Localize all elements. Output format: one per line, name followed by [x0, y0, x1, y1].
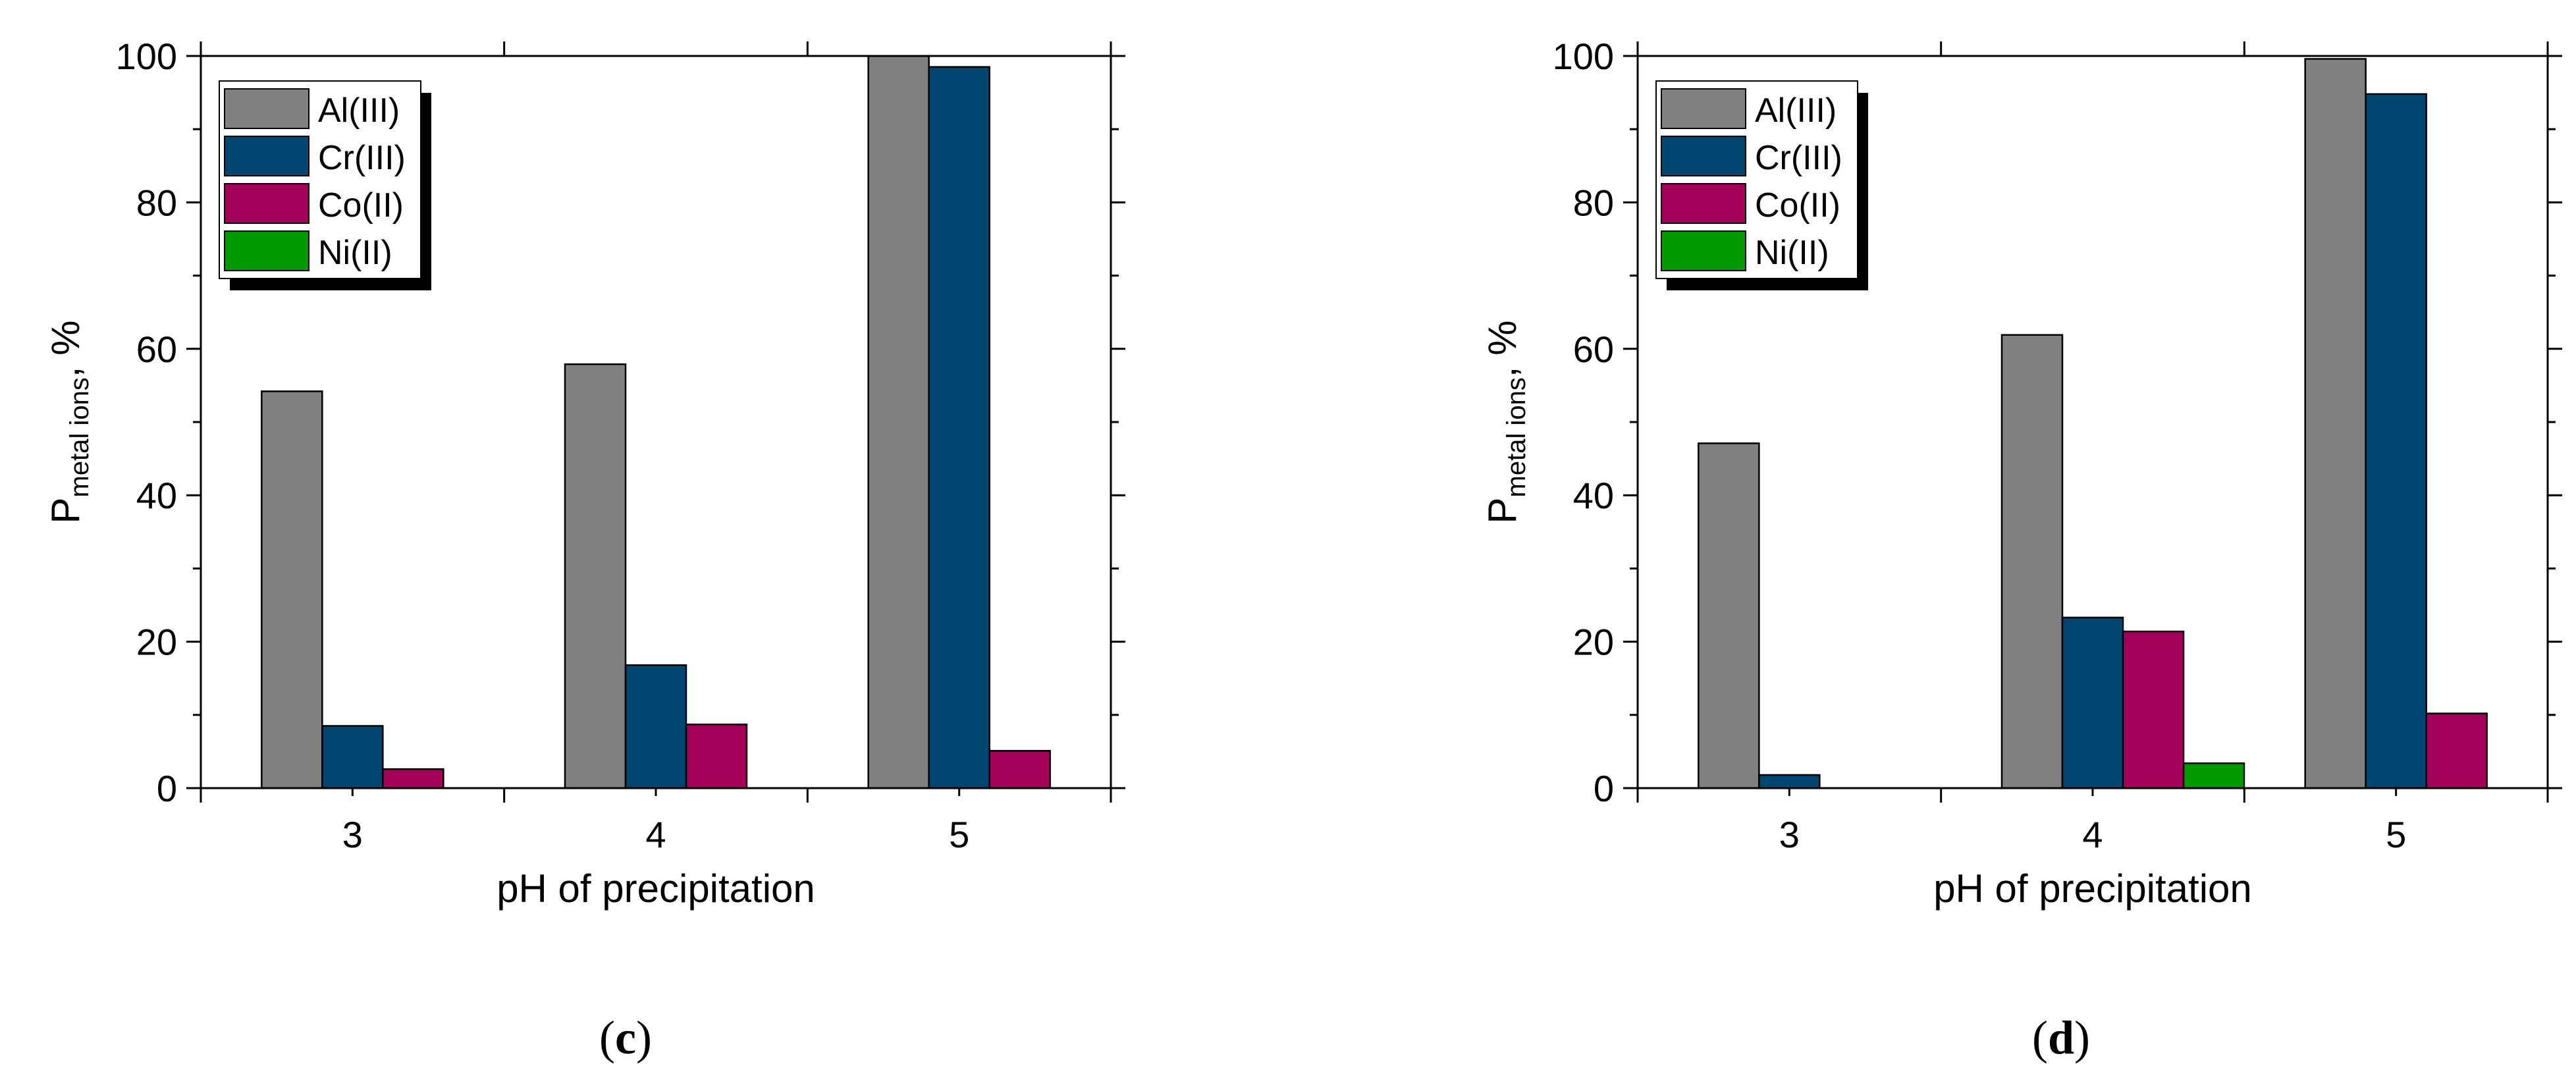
bar-coii-ph5 — [2425, 712, 2488, 789]
bar-aliii-ph5 — [2304, 58, 2367, 789]
chart-panel-c: 0 20 40 60 80 100 3 4 5 pH of precipitation Pmetal… — [43, 36, 1125, 1064]
y-tick-label: 100 — [1553, 36, 1614, 77]
x-axis-label: pH of precipitation — [496, 866, 815, 911]
bar-criii-ph3 — [321, 725, 384, 789]
y-tick-label: 80 — [1573, 182, 1614, 223]
x-tick-label: 4 — [2082, 814, 2103, 855]
y-axis-label-main: P — [1480, 497, 1524, 523]
legend-swatch-coii — [1661, 183, 1746, 224]
y-tick-label: 60 — [136, 329, 177, 370]
x-axis-label: pH of precipitation — [1933, 866, 2252, 911]
panel-label-open: ( — [599, 1011, 615, 1064]
legend-swatch-aliii — [224, 88, 309, 129]
panel-label: (c) — [599, 1011, 652, 1064]
y-tick-label: 20 — [1573, 622, 1614, 663]
legend-swatch-coii — [224, 183, 309, 224]
y-axis-label-suffix: , % — [1480, 320, 1524, 377]
x-tick-label: 3 — [1779, 814, 1800, 855]
y-axis-label: Pmetal ions, % — [43, 320, 94, 523]
bar-criii-ph3 — [1758, 774, 1821, 789]
x-tick-label: 5 — [2386, 814, 2406, 855]
y-tick-label: 40 — [1573, 475, 1614, 516]
bar-criii-ph4 — [624, 664, 687, 789]
panel-label-letter: d — [2048, 1011, 2074, 1064]
legend-swatch-aliii — [1661, 88, 1746, 129]
legend-label: Cr(III) — [1755, 139, 1842, 177]
y-axis-label: Pmetal ions, % — [1480, 320, 1531, 523]
bar-coii-ph3 — [382, 768, 444, 789]
chart-panel-d: 0 20 40 60 80 100 3 4 5 pH of precipitation Pmetal… — [1480, 36, 2562, 1064]
y-tick-label: 60 — [1573, 329, 1614, 370]
legend-label: Co(II) — [318, 186, 404, 225]
legend-label: Al(III) — [1755, 92, 1837, 130]
legend-label: Cr(III) — [318, 139, 406, 177]
x-tick-label: 3 — [342, 814, 363, 855]
y-axis-label-suffix: , % — [43, 320, 88, 377]
panel-label-open: ( — [2032, 1011, 2048, 1064]
y-tick-label: 20 — [136, 622, 177, 663]
bar-aliii-ph5 — [867, 55, 930, 789]
x-tick-label: 5 — [949, 814, 969, 855]
bar-aliii-ph3 — [1698, 442, 1760, 789]
legend-swatch-niii — [224, 230, 309, 271]
panel-label-close: ) — [636, 1011, 652, 1064]
y-axis-label-sub: metal ions — [1502, 377, 1531, 497]
panel-label-close: ) — [2074, 1011, 2090, 1064]
bar-coii-ph4 — [2122, 630, 2185, 789]
bar-aliii-ph4 — [2000, 334, 2064, 789]
y-tick-label: 80 — [136, 182, 177, 223]
legend-label: Ni(II) — [1755, 234, 1829, 272]
bar-aliii-ph4 — [564, 363, 627, 789]
y-tick-label: 0 — [157, 768, 177, 809]
x-tick-label: 4 — [645, 814, 666, 855]
bar-aliii-ph3 — [261, 390, 323, 789]
bar-criii-ph4 — [2061, 616, 2124, 789]
bar-coii-ph5 — [988, 750, 1051, 789]
bar-coii-ph4 — [685, 724, 748, 789]
legend-swatch-niii — [1661, 230, 1746, 271]
legend-label: Co(II) — [1755, 186, 1840, 225]
bar-criii-ph5 — [928, 66, 990, 789]
y-tick-label: 0 — [1594, 768, 1614, 809]
bar-criii-ph5 — [2365, 93, 2427, 789]
legend-swatch-criii — [1661, 136, 1746, 176]
legend-label: Al(III) — [318, 92, 400, 130]
y-axis-label-sub: metal ions — [65, 377, 94, 497]
legend-label: Ni(II) — [318, 234, 392, 272]
legend-swatch-criii — [224, 136, 309, 176]
y-tick-label: 40 — [136, 475, 177, 516]
y-axis-label-main: P — [43, 497, 88, 523]
bar-niii-ph4 — [2182, 762, 2245, 789]
panel-label-letter: c — [615, 1011, 636, 1064]
panel-label: (d) — [2032, 1011, 2090, 1064]
y-tick-label: 100 — [116, 36, 177, 77]
